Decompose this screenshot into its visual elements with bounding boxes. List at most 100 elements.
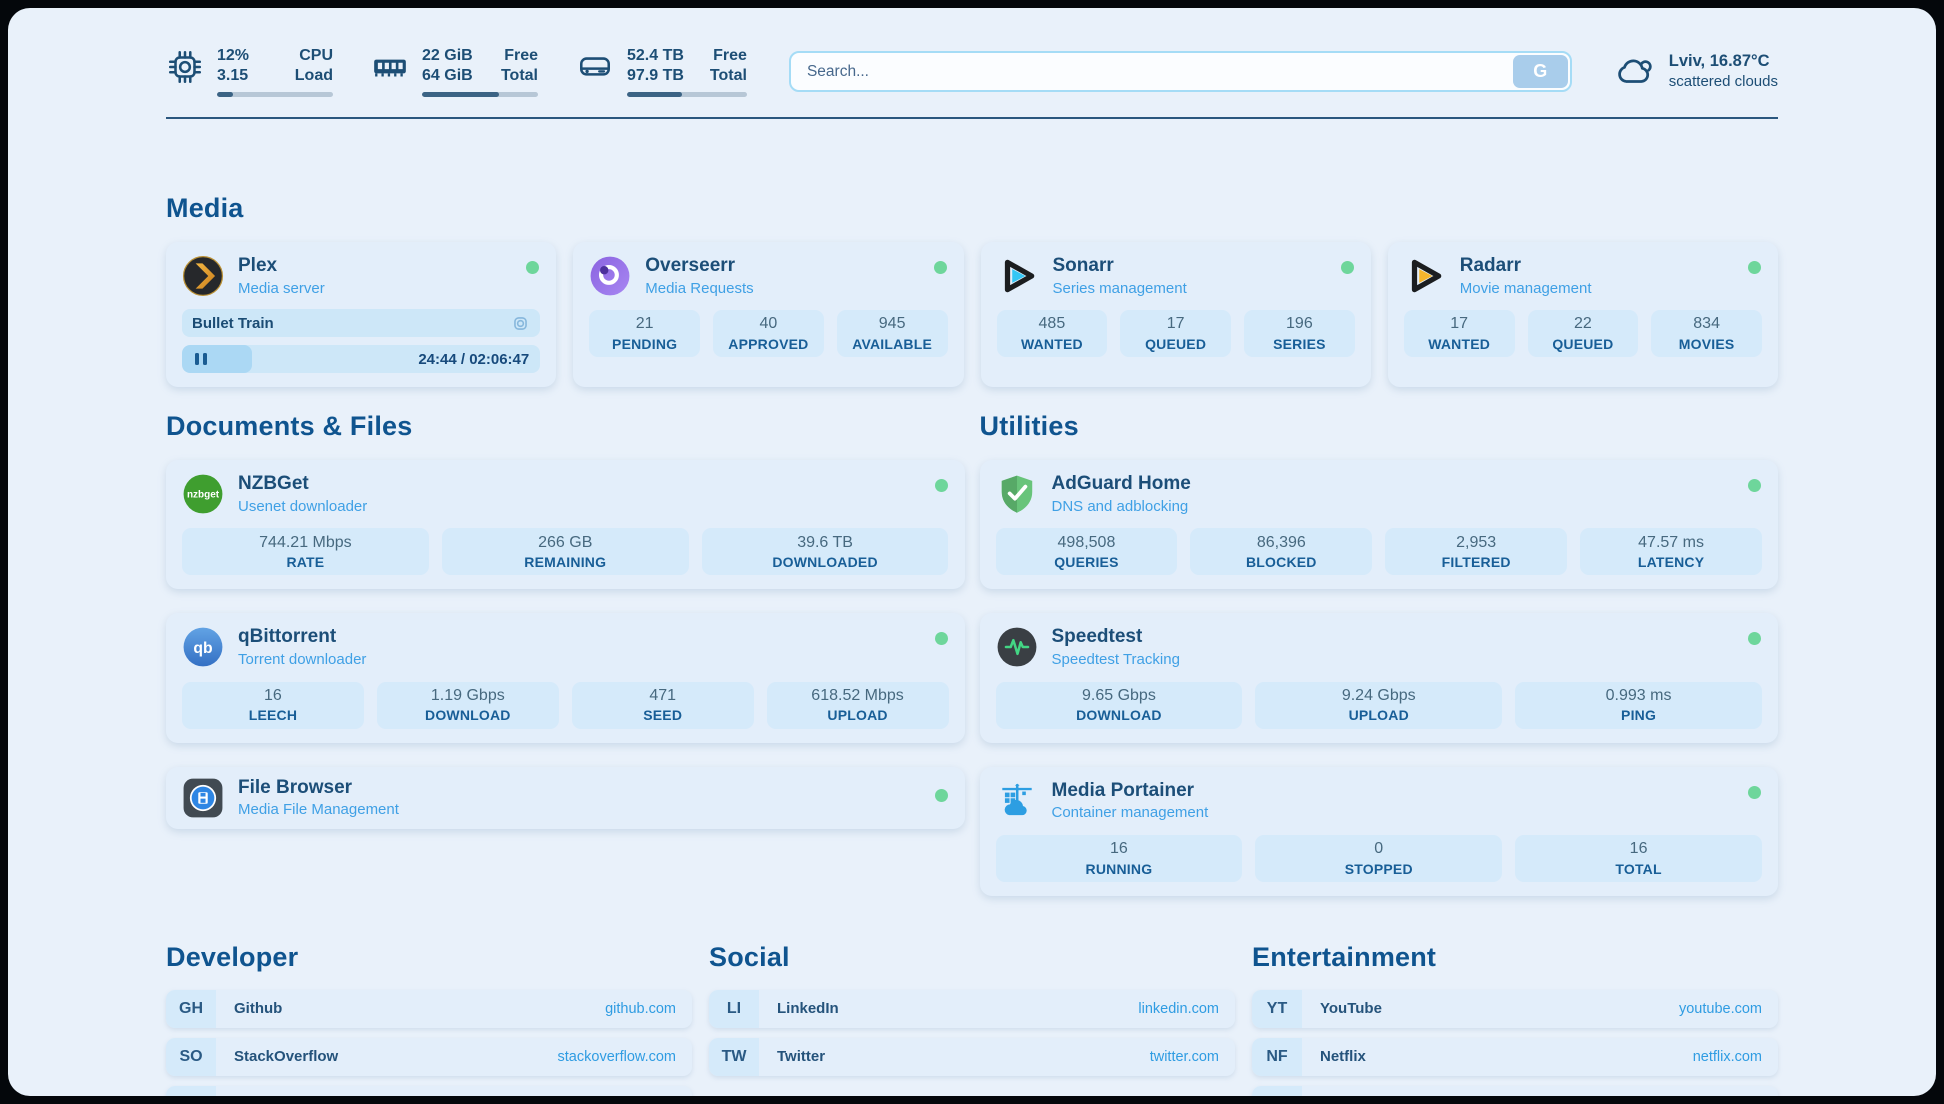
bookmark-name: Twitter	[777, 1048, 826, 1066]
bookmark-abbr: DT	[166, 1085, 216, 1096]
app-card-overseerr[interactable]: Overseerr Media Requests 21 PENDING 40 A…	[573, 242, 964, 388]
stat-tile: 17 QUEUED	[1120, 310, 1231, 358]
ram-icon	[374, 59, 406, 77]
bookmark-github[interactable]: GH Github github.com	[166, 989, 692, 1028]
app-card-adguard[interactable]: AdGuard Home DNS and adblocking 498,508 …	[979, 460, 1778, 590]
bookmark-stackoverflow[interactable]: SO StackOverflow stackoverflow.com	[166, 1037, 692, 1076]
stat-tile: 17 WANTED	[1403, 310, 1515, 358]
bookmark-group-social: Social LI LinkedIn linkedin.com TW Twitt…	[709, 942, 1235, 1076]
bookmark-abbr: YT	[1252, 989, 1302, 1028]
app-name: Radarr	[1459, 255, 1521, 276]
bookmark-abbr: SO	[166, 1037, 216, 1076]
cpu-load-avg: 3.15	[217, 67, 249, 84]
topbar-divider	[166, 117, 1778, 119]
app-desc: Series management	[1052, 279, 1187, 297]
filebrowser-icon	[183, 778, 223, 818]
app-name: File Browser	[238, 776, 353, 798]
bookmark-dev[interactable]: DT DEV dev.to	[166, 1085, 692, 1096]
svg-text:nzbget: nzbget	[187, 490, 220, 501]
topbar: 12% 3.15 CPU Load	[166, 8, 1778, 97]
bookmark-name: LinkedIn	[777, 1000, 839, 1018]
memory-total: 64 GiB	[422, 67, 473, 84]
speedtest-icon	[997, 628, 1036, 667]
app-card-sonarr[interactable]: Sonarr Series management 485 WANTED 17 Q…	[980, 242, 1371, 388]
disk-progress	[627, 92, 747, 97]
app-card-nzbget[interactable]: nzbget NZBGet Usenet downloader 744.21 M…	[166, 460, 965, 590]
search-provider-button[interactable]: G	[1512, 55, 1568, 88]
adguard-icon	[1001, 475, 1032, 513]
stat-tile: 618.52 Mbps UPLOAD	[766, 681, 949, 729]
app-name: NZBGet	[238, 473, 309, 495]
app-desc: Media Requests	[645, 279, 754, 297]
now-playing-row: Bullet Train	[182, 309, 541, 338]
status-dot	[1748, 785, 1761, 799]
search-input[interactable]	[788, 51, 1572, 92]
cpu-label: CPU	[299, 47, 333, 64]
section-title-media: Media	[166, 193, 244, 223]
app-name: Plex	[238, 255, 278, 276]
bookmark-abbr: GH	[166, 989, 216, 1028]
section-title-social: Social	[709, 941, 790, 972]
stat-tile: 471 SEED	[571, 681, 754, 729]
stat-tile: 0.993 ms PING	[1515, 681, 1762, 729]
section-utilities: Utilities AdGuard Home DNS and adblockin…	[979, 411, 1778, 896]
app-desc: Usenet downloader	[238, 497, 368, 515]
memory-stat: 22 GiB 64 GiB Free Total	[371, 46, 538, 97]
section-documents: Documents & Files nzbget NZBGet Usenet d…	[166, 411, 965, 829]
status-dot	[934, 788, 948, 802]
bookmark-linkedin[interactable]: LI LinkedIn linkedin.com	[709, 989, 1235, 1028]
bookmark-name: Netflix	[1320, 1048, 1366, 1066]
app-name: Overseerr	[645, 255, 736, 276]
app-name: Media Portainer	[1051, 779, 1195, 801]
app-name: AdGuard Home	[1051, 473, 1191, 495]
qbittorrent-icon: qb	[183, 628, 223, 667]
stat-tile: 1.19 Gbps DOWNLOAD	[376, 681, 559, 729]
stat-tile: 744.21 Mbps RATE	[182, 528, 429, 576]
bookmark-name: Github	[234, 1000, 283, 1018]
app-card-plex[interactable]: Plex Media server Bullet Train	[166, 242, 557, 388]
stat-tile: 21 PENDING	[589, 310, 700, 358]
playback-progress: 24:44 / 02:06:47	[182, 345, 541, 374]
app-card-portainer[interactable]: Media Portainer Container management 16 …	[979, 766, 1778, 896]
weather-condition: scattered clouds	[1668, 73, 1778, 91]
plex-icon	[182, 256, 224, 297]
dashboard: 12% 3.15 CPU Load	[8, 8, 1936, 1096]
bookmark-abbr: LI	[709, 989, 759, 1028]
app-card-qbittorrent[interactable]: qb qBittorrent Torrent downloader 16 LEE…	[166, 613, 965, 743]
stat-tile: 39.6 TB DOWNLOADED	[701, 528, 949, 576]
status-dot	[934, 479, 948, 493]
app-desc: Media File Management	[238, 801, 399, 819]
bookmark-abbr: TW	[709, 1037, 759, 1076]
app-desc: Container management	[1051, 804, 1209, 822]
bookmark-twitter[interactable]: TW Twitter twitter.com	[709, 1037, 1235, 1076]
bookmark-reddit[interactable]: RE Reddit reddit.com	[1252, 1085, 1778, 1096]
cpu-stat: 12% 3.15 CPU Load	[166, 46, 333, 97]
playback-time: 24:44 / 02:06:47	[418, 350, 530, 368]
bookmark-abbr: RE	[1252, 1085, 1302, 1096]
nzbget-icon: nzbget	[183, 474, 223, 514]
bookmark-youtube[interactable]: YT YouTube youtube.com	[1252, 989, 1778, 1028]
stat-tile: 22 QUEUED	[1527, 310, 1639, 358]
app-card-filebrowser[interactable]: File Browser Media File Management	[166, 766, 965, 829]
status-dot	[1340, 261, 1354, 274]
app-card-speedtest[interactable]: Speedtest Speedtest Tracking 9.65 Gbps D…	[979, 613, 1778, 743]
stat-tile: 9.65 Gbps DOWNLOAD	[995, 681, 1243, 729]
status-dot	[934, 632, 948, 646]
stat-tile: 266 GB REMAINING	[441, 528, 689, 576]
search-bar: G	[788, 51, 1572, 92]
app-desc: Torrent downloader	[238, 651, 367, 669]
disk-icon	[580, 57, 610, 76]
stat-tile: 196 SERIES	[1244, 310, 1355, 358]
stat-tile: 945 AVAILABLE	[836, 310, 948, 358]
bookmark-netflix[interactable]: NF Netflix netflix.com	[1252, 1037, 1778, 1076]
app-card-radarr[interactable]: Radarr Movie management 17 WANTED 22 QUE…	[1387, 242, 1778, 388]
status-dot	[526, 261, 540, 274]
status-dot	[1748, 261, 1761, 274]
overseerr-icon	[590, 256, 630, 296]
stat-tile: 16 LEECH	[182, 681, 364, 729]
memory-total-label: Total	[500, 67, 538, 84]
bookmark-group-developer: Developer GH Github github.com SO StackO…	[166, 942, 692, 1096]
memory-progress	[422, 92, 538, 97]
stat-tile: 86,396 BLOCKED	[1190, 528, 1373, 576]
section-title-developer: Developer	[166, 941, 299, 972]
